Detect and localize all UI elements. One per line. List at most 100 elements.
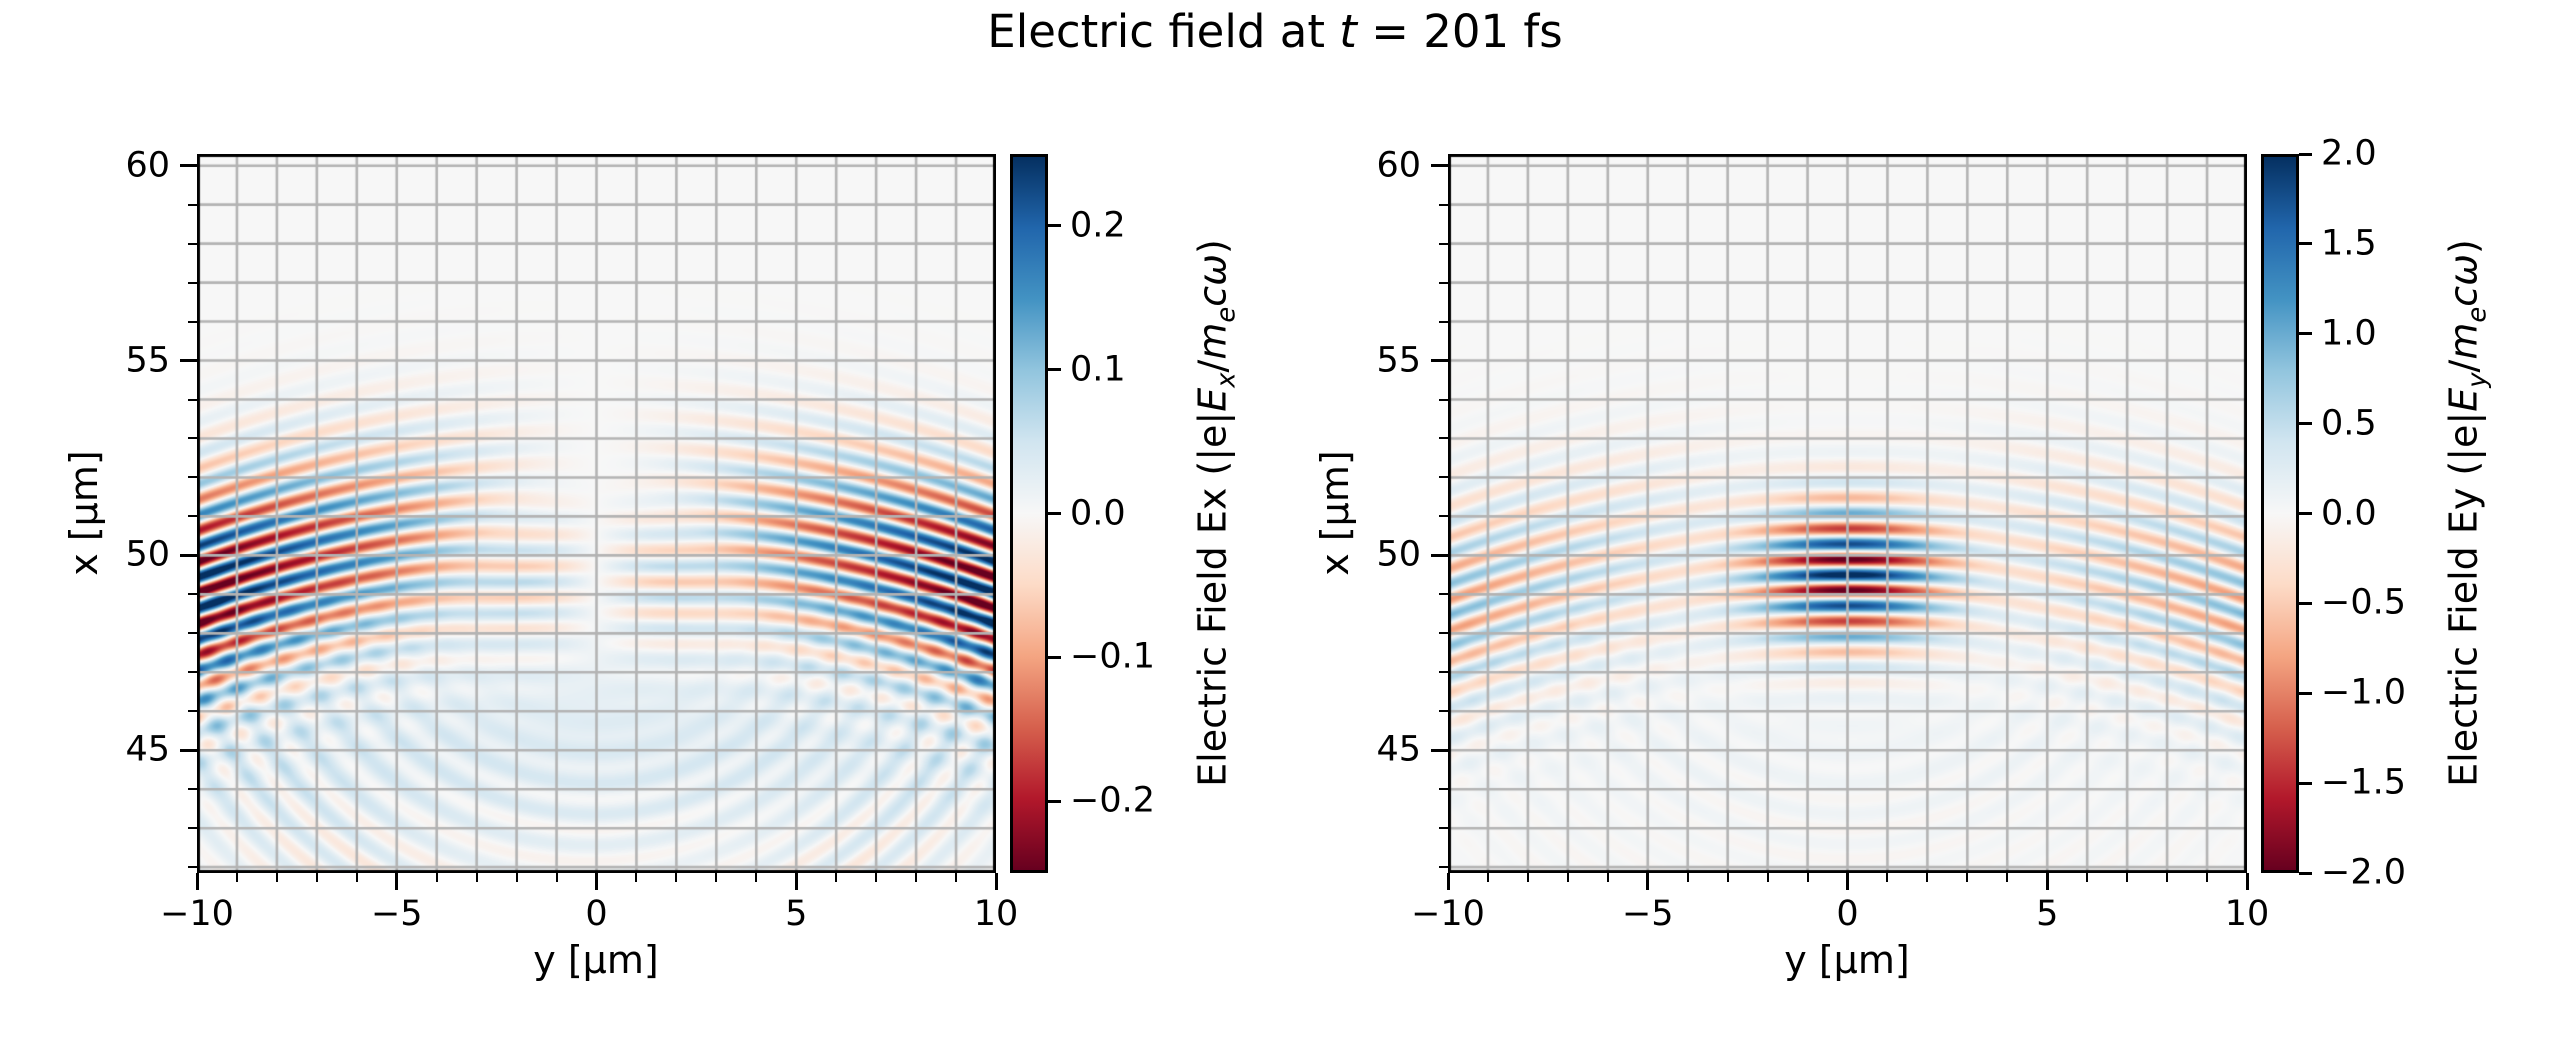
y-tick <box>1431 164 1448 168</box>
y-minor-tick <box>1439 632 1448 635</box>
colorbar-tick-label: 1.0 <box>2321 313 2377 354</box>
y-tick-label: 60 <box>125 145 170 186</box>
x-minor-tick <box>1806 873 1809 882</box>
x-minor-tick <box>1686 873 1689 882</box>
x-tick-label: 5 <box>2036 894 2059 934</box>
x-minor-tick <box>1606 873 1609 882</box>
x-minor-tick <box>2086 873 2089 882</box>
colorbar-tick-label: −1.5 <box>2321 762 2406 803</box>
x-minor-tick <box>1966 873 1969 882</box>
x-minor-tick <box>235 873 238 882</box>
x-tick <box>794 873 798 890</box>
colorbar-tick <box>1048 655 1061 659</box>
x-tick-label: −5 <box>370 894 423 934</box>
colorbar-tick <box>2299 871 2312 875</box>
y-minor-tick <box>188 281 197 284</box>
y-minor-tick <box>1439 320 1448 323</box>
x-tick-label: 5 <box>785 894 808 934</box>
colorbar-label-ey: Electric Field Ey (|e|Ey/mecω) <box>2441 239 2493 787</box>
colorbar-tick-label: 0.2 <box>1070 205 1126 246</box>
x-tick <box>2045 873 2049 890</box>
colorbar-tick-label: 2.0 <box>2321 133 2377 174</box>
x-axis-label-ey: y [μm] <box>1784 938 1910 982</box>
y-minor-tick <box>188 671 197 674</box>
x-minor-tick <box>1526 873 1529 882</box>
y-minor-tick <box>1439 281 1448 284</box>
y-minor-tick <box>1439 476 1448 479</box>
y-minor-tick <box>188 320 197 323</box>
y-minor-tick <box>188 515 197 518</box>
y-minor-tick <box>1439 866 1448 869</box>
x-minor-tick <box>715 873 718 882</box>
heatmap-ey-canvas <box>1448 154 2247 873</box>
colorbar-tick-label: −1.0 <box>2321 672 2406 713</box>
y-tick <box>1431 748 1448 752</box>
x-axis-label-ex: y [μm] <box>533 938 659 982</box>
x-tick-label: 10 <box>2224 894 2270 934</box>
colorbar-tick-label: −0.1 <box>1070 636 1155 677</box>
y-minor-tick <box>188 710 197 713</box>
x-minor-tick <box>2166 873 2169 882</box>
colorbar-tick-label: −0.5 <box>2321 582 2406 623</box>
heatmap-ex-canvas <box>197 154 996 873</box>
y-axis-label-ey: x [μm] <box>1313 450 1357 576</box>
y-minor-tick <box>1439 398 1448 401</box>
colorbar-tick-label: 0.0 <box>1070 493 1126 533</box>
y-minor-tick <box>188 203 197 206</box>
x-minor-tick <box>1926 873 1929 882</box>
y-tick-label: 50 <box>125 534 170 575</box>
x-tick-label: −5 <box>1621 894 1674 934</box>
y-tick <box>180 553 197 557</box>
x-minor-tick <box>1726 873 1729 882</box>
colorbar-tick-label: 0.1 <box>1070 349 1126 390</box>
x-tick-label: −10 <box>1411 894 1485 934</box>
colorbar-tick <box>2299 781 2312 785</box>
x-tick <box>395 873 399 890</box>
colorbar-tick <box>2299 152 2312 156</box>
colorbar-tick <box>1048 799 1061 803</box>
x-minor-tick <box>1886 873 1889 882</box>
x-minor-tick <box>555 873 558 882</box>
colorbar-tick-label: 0.5 <box>2321 403 2377 444</box>
y-minor-tick <box>188 593 197 596</box>
x-minor-tick <box>1486 873 1489 882</box>
y-minor-tick <box>1439 593 1448 596</box>
x-minor-tick <box>2126 873 2129 882</box>
y-minor-tick <box>1439 827 1448 830</box>
x-minor-tick <box>515 873 518 882</box>
colorbar-tick <box>2299 512 2312 515</box>
figure-title: Electric field at t = 201 fs <box>987 5 1563 58</box>
colorbar-label-ex: Electric Field Ex (|e|Ex/mecω) <box>1190 239 1242 787</box>
y-tick <box>1431 553 1448 557</box>
x-minor-tick <box>675 873 678 882</box>
y-minor-tick <box>1439 671 1448 674</box>
colorbar-ex <box>1010 154 1048 873</box>
x-tick-label: 0 <box>1836 894 1859 934</box>
y-minor-tick <box>1439 788 1448 791</box>
x-tick <box>595 873 598 890</box>
colorbar-tick <box>2299 601 2312 605</box>
y-minor-tick <box>188 476 197 479</box>
colorbar-ey <box>2261 154 2299 873</box>
colorbar-tick-label: −0.2 <box>1070 780 1155 821</box>
y-tick <box>180 164 197 168</box>
colorbar-tick <box>1048 368 1061 372</box>
x-minor-tick <box>2006 873 2009 882</box>
x-minor-tick <box>835 873 838 882</box>
y-minor-tick <box>188 437 197 440</box>
colorbar-tick <box>2299 242 2312 246</box>
y-tick-label: 60 <box>1376 145 1421 186</box>
y-tick <box>1431 359 1448 363</box>
colorbar-tick-label: 1.5 <box>2321 223 2377 264</box>
x-minor-tick <box>475 873 478 882</box>
x-minor-tick <box>275 873 278 882</box>
x-tick <box>994 873 998 890</box>
x-minor-tick <box>915 873 918 882</box>
x-tick <box>1446 873 1450 890</box>
y-minor-tick <box>188 788 197 791</box>
colorbar-tick <box>2299 691 2312 695</box>
y-tick-label: 45 <box>1376 729 1421 770</box>
x-tick <box>195 873 199 890</box>
y-tick-label: 45 <box>125 729 170 770</box>
